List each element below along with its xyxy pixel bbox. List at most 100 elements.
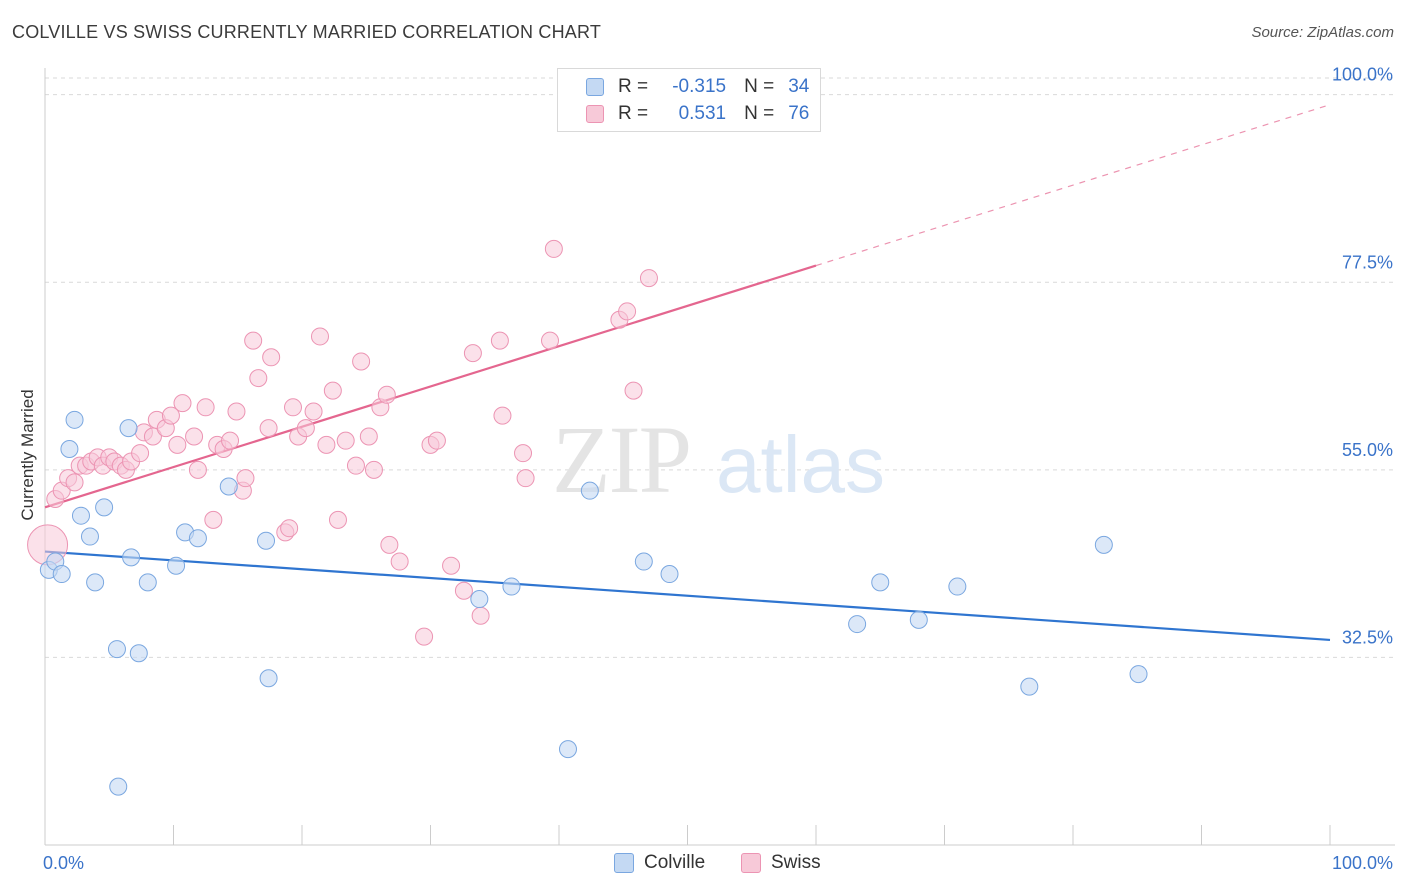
colville-point — [219, 477, 238, 496]
x-tick-label-max: 100.0% — [1332, 853, 1393, 873]
swiss-point — [618, 302, 637, 321]
swiss-point — [280, 519, 299, 538]
colville-point — [65, 410, 84, 429]
y-tick-label: 55.0% — [1342, 440, 1393, 460]
swiss-point — [639, 269, 658, 288]
gridlines — [45, 77, 1395, 658]
colville-point — [558, 740, 577, 759]
colville-point — [1020, 677, 1039, 696]
swiss-point — [236, 469, 255, 488]
swiss-point — [544, 239, 563, 258]
watermark-zip: ZIP — [552, 406, 690, 513]
y-tick-labels: 32.5% 55.0% 77.5% 100.0% — [1332, 65, 1393, 648]
n-value: 76 — [788, 103, 810, 124]
colville-point — [71, 506, 90, 525]
swiss-point — [188, 460, 207, 479]
swiss-point — [328, 510, 347, 529]
watermark-atlas: atlas — [716, 420, 885, 509]
source-label: Source: ZipAtlas.com — [1251, 24, 1394, 41]
swiss-point — [415, 627, 434, 646]
r-value: -0.315 — [672, 76, 727, 97]
swiss-point — [185, 427, 204, 446]
swiss-point — [65, 473, 84, 492]
swiss-point — [196, 398, 215, 417]
y-tick-label: 32.5% — [1342, 627, 1393, 647]
n-label: N = — [744, 76, 775, 97]
colville-point — [80, 527, 99, 546]
trend-lines — [44, 104, 1331, 642]
swiss-point — [471, 606, 490, 625]
colville-point — [60, 439, 79, 458]
legend-row-colville: R = -0.315 N = 34 — [558, 74, 809, 100]
swiss-point — [304, 402, 323, 421]
stats-legend: R = -0.315 N = 34 R = 0.531 N = 76 — [557, 68, 821, 132]
swiss-point — [227, 402, 246, 421]
colville-point — [580, 481, 599, 500]
r-label: R = — [618, 103, 649, 124]
swiss-point — [168, 435, 187, 454]
colville-point — [138, 573, 157, 592]
n-value: 34 — [788, 76, 810, 97]
swiss-point — [204, 510, 223, 529]
colville-point — [1094, 535, 1113, 554]
colville-point — [1129, 665, 1148, 684]
swiss-point — [463, 344, 482, 363]
colville-point — [848, 615, 867, 634]
swiss-point — [359, 427, 378, 446]
colville-swatch — [586, 78, 604, 96]
swiss-point — [514, 444, 533, 463]
colville-point — [119, 419, 138, 438]
colville-point — [259, 669, 278, 688]
swiss-point — [493, 406, 512, 425]
colville-point — [502, 577, 521, 596]
swiss-point — [244, 331, 263, 350]
swiss-point — [516, 469, 535, 488]
colville-point — [52, 565, 71, 584]
colville-point — [470, 590, 489, 609]
swiss-point — [390, 552, 409, 571]
colville-point — [188, 529, 207, 548]
swiss-point — [249, 369, 268, 388]
swiss-point — [284, 398, 303, 417]
swiss-point — [442, 556, 461, 575]
colville-point — [948, 577, 967, 596]
swiss-point — [259, 419, 278, 438]
swiss-point — [131, 444, 150, 463]
legend-label-swiss: Swiss — [771, 852, 821, 873]
swiss-point — [346, 456, 365, 475]
colville-point — [129, 644, 148, 663]
colville-point — [109, 777, 128, 796]
swiss-point — [377, 385, 396, 404]
swiss-point — [143, 427, 162, 446]
swiss-point — [454, 581, 473, 600]
colville-points — [39, 410, 1148, 796]
swiss-point — [221, 431, 240, 450]
colville-point — [86, 573, 105, 592]
swiss-point — [624, 381, 643, 400]
swiss-point — [323, 381, 342, 400]
swiss-point — [427, 431, 446, 450]
swiss-point — [310, 327, 329, 346]
colville-point — [167, 556, 186, 575]
swiss-trend-extension — [815, 104, 1331, 267]
colville-point — [909, 610, 928, 629]
y-tick-label: 100.0% — [1332, 65, 1393, 85]
swiss-point — [541, 331, 560, 350]
y-tick-label: 77.5% — [1342, 252, 1393, 272]
colville-point — [871, 573, 890, 592]
colville-point — [107, 640, 126, 659]
swiss-point — [490, 331, 509, 350]
colville-swatch — [614, 853, 634, 873]
legend-label-colville: Colville — [644, 852, 706, 873]
colville-trend-line — [44, 550, 1331, 642]
legend-item-colville[interactable]: Colville — [614, 852, 705, 874]
chart-title: COLVILLE VS SWISS CURRENTLY MARRIED CORR… — [12, 22, 602, 42]
colville-point — [660, 565, 679, 584]
swiss-point — [336, 431, 355, 450]
swiss-swatch — [741, 853, 761, 873]
swiss-point — [317, 435, 336, 454]
legend-row-swiss: R = 0.531 N = 76 — [558, 101, 809, 127]
colville-point — [95, 498, 114, 517]
legend-item-swiss[interactable]: Swiss — [741, 852, 821, 874]
swiss-point — [173, 394, 192, 413]
